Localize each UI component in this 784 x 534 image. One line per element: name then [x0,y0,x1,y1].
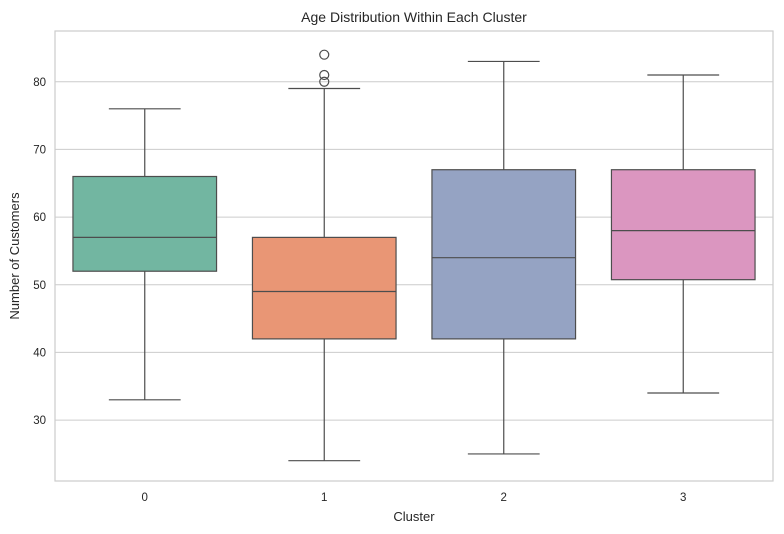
x-tick-label: 0 [142,492,148,504]
y-tick-label: 40 [33,347,46,359]
iqr-box [610,169,756,281]
y-tick-label: 60 [33,212,46,224]
x-tick-label: 3 [680,492,686,504]
plot-frame [54,30,774,482]
x-tick-label: 1 [321,492,327,504]
box-cluster-1 [251,49,397,462]
box-cluster-2 [431,60,577,455]
iqr-box [431,169,577,340]
outlier-point [319,76,330,87]
box-cluster-0 [72,108,218,401]
y-axis-label: Number of Customers [7,192,22,320]
outlier-point [319,69,330,81]
y-tick-label: 80 [33,77,46,89]
box-cluster-3 [610,74,756,394]
boxes-group [72,49,756,462]
x-tick-label: 2 [501,492,507,504]
outlier-point [319,49,330,60]
y-tick-label: 50 [33,280,46,292]
chart-title: Age Distribution Within Each Cluster [301,9,527,25]
iqr-box [251,236,397,340]
y-tick-label: 70 [33,144,46,156]
x-tick-labels: 0 1 2 3 [142,492,687,504]
x-axis-label: Cluster [393,509,435,524]
y-tick-label: 30 [33,415,46,427]
iqr-box [72,175,218,272]
y-tick-labels: 30 40 50 60 70 80 [33,77,46,427]
